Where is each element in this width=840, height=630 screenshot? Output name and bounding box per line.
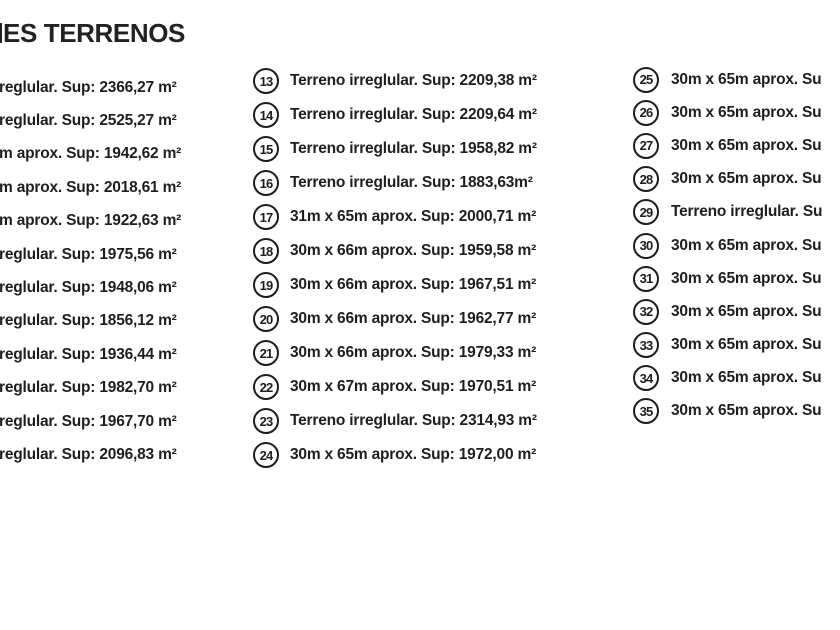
terrain-item: 28 30m x 65m aprox. Su [633,163,822,196]
terrain-item: 25 30m x 65m aprox. Su [633,63,822,96]
terrain-item-label: 30m x 66m aprox. Sup: 1959,58 m² [290,242,537,259]
terrain-item: 24 30m x 65m aprox. Sup: 1972,00 m² [253,438,537,472]
terrain-item: reglular. Sup: 1975,56 m² [0,238,181,271]
terrain-item: 17 31m x 65m aprox. Sup: 2000,71 m² [253,200,537,234]
terrain-item-label: 31m x 65m aprox. Sup: 2000,71 m² [290,208,537,225]
terrain-item: 13 Terreno irreglular. Sup: 2209,38 m² [253,64,537,98]
terrain-item-label: 30m x 65m aprox. Su [671,136,822,154]
item-number-badge: 28 [633,166,659,193]
item-number-badge: 14 [253,102,279,128]
terrain-item: 22 30m x 67m aprox. Sup: 1970,51 m² [253,370,537,404]
terrain-item-label: 30m x 67m aprox. Sup: 1970,51 m² [290,378,537,395]
item-number-badge: 18 [253,238,279,264]
terrain-item: 33 30m x 65m aprox. Su [633,329,822,362]
terrain-item-label: 30m x 65m aprox. Su [671,170,822,188]
terrain-item: 31 30m x 65m aprox. Su [633,262,822,295]
item-number-badge: 24 [253,442,279,468]
item-number-badge: 16 [253,170,279,196]
terrain-list-column-right: 25 30m x 65m aprox. Su 26 30m x 65m aprox. … [633,63,822,428]
terrain-item: m aprox. Sup: 2018,61 m² [0,171,181,204]
terrain-item-label: 30m x 65m aprox. Su [671,70,822,88]
terrain-item-label: reglular. Sup: 1975,56 m² [0,245,177,263]
terrain-item-label: m aprox. Sup: 2018,61 m² [0,178,182,196]
terrain-item: m aprox. Sup: 1942,62 m² [0,138,181,171]
terrain-item-label: reglular. Sup: 1982,70 m² [0,379,177,397]
item-number-badge: 33 [633,332,659,359]
terrain-item: 18 30m x 66m aprox. Sup: 1959,58 m² [253,234,537,268]
item-number-badge: 27 [633,132,659,159]
item-number-badge: 31 [633,265,659,292]
terrain-item: reglular. Sup: 1948,06 m² [0,271,181,304]
terrain-item-label: m aprox. Sup: 1942,62 m² [0,145,182,163]
terrain-item: 21 30m x 66m aprox. Sup: 1979,33 m² [253,336,537,370]
terrain-item: 34 30m x 65m aprox. Su [633,362,822,395]
terrain-item-label: Terreno irreglular. Sup: 2314,93 m² [290,412,537,429]
item-number-badge: 17 [253,204,279,230]
terrain-item-label: reglular. Sup: 1936,44 m² [0,345,177,363]
terrain-item: 20 30m x 66m aprox. Sup: 1962,77 m² [253,302,537,336]
terrain-item: 19 30m x 66m aprox. Sup: 1967,51 m² [253,268,537,302]
terrain-item: reglular. Sup: 2366,27 m² [0,71,181,104]
item-number-badge: 34 [633,365,659,392]
terrain-item-label: reglular. Sup: 1948,06 m² [0,279,177,297]
terrain-item-label: reglular. Sup: 2366,27 m² [0,78,177,96]
terrain-item-label: Terreno irreglular. Sup: 2209,38 m² [290,72,537,89]
terrain-item-label: 30m x 66m aprox. Sup: 1979,33 m² [290,344,537,361]
terrain-item-label: 30m x 65m aprox. Su [671,236,822,254]
terrain-item-label: 30m x 65m aprox. Su [671,336,822,354]
terrain-item: 14 Terreno irreglular. Sup: 2209,64 m² [253,98,537,132]
terrain-item: 32 30m x 65m aprox. Su [633,295,822,328]
terrain-item-label: Terreno irreglular. Su [671,203,823,221]
terrain-item: reglular. Sup: 1982,70 m² [0,372,181,405]
terrain-item: 15 Terreno irreglular. Sup: 1958,82 m² [253,132,537,166]
terrain-item-label: reglular. Sup: 2096,83 m² [0,445,177,463]
terrain-item-label: 30m x 65m aprox. Su [671,302,822,320]
terrain-item-label: 30m x 65m aprox. Su [671,369,822,387]
terrain-item: m aprox. Sup: 1922,63 m² [0,205,181,238]
terrain-item-label: Terreno irreglular. Sup: 2209,64 m² [290,106,537,123]
terrain-item: 30 30m x 65m aprox. Su [633,229,822,262]
page-title: ES TERRENOS [3,18,185,48]
item-number-badge: 29 [633,199,659,226]
item-number-badge: 25 [633,66,659,93]
terrain-item-label: 30m x 66m aprox. Sup: 1962,77 m² [290,310,537,327]
item-number-badge: 32 [633,298,659,325]
terrain-item-label: 30m x 65m aprox. Sup: 1972,00 m² [290,446,537,463]
terrain-item-label: 30m x 65m aprox. Su [671,402,822,420]
terrain-item: 27 30m x 65m aprox. Su [633,129,822,162]
terrain-list-column-left: reglular. Sup: 2366,27 m² reglular. Sup: … [0,71,181,472]
terrain-item-label: reglular. Sup: 2525,27 m² [0,112,177,130]
terrain-item-label: Terreno irreglular. Sup: 1958,82 m² [290,140,537,157]
item-number-badge: 21 [253,340,279,366]
item-number-badge: 23 [253,408,279,434]
terrain-item-label: reglular. Sup: 1967,70 m² [0,412,177,430]
terrain-item-label: Terreno irreglular. Sup: 1883,63m² [290,174,533,191]
clipped-letter-fragment [0,23,2,43]
terrain-item: 26 30m x 65m aprox. Su [633,96,822,129]
terrain-item-label: m aprox. Sup: 1922,63 m² [0,212,182,230]
item-number-badge: 15 [253,136,279,162]
item-number-badge: 20 [253,306,279,332]
terrain-item: 35 30m x 65m aprox. Su [633,395,822,428]
terrain-item: reglular. Sup: 1967,70 m² [0,405,181,438]
item-number-badge: 30 [633,232,659,259]
terrain-item: reglular. Sup: 1856,12 m² [0,305,181,338]
terrain-item-label: 30m x 65m aprox. Su [671,103,822,121]
terrain-item-label: 30m x 65m aprox. Su [671,269,822,287]
terrain-list-column-middle: 13 Terreno irreglular. Sup: 2209,38 m² 14 T… [253,64,537,472]
item-number-badge: 26 [633,99,659,126]
terrain-item: 16 Terreno irreglular. Sup: 1883,63m² [253,166,537,200]
terrain-item: reglular. Sup: 1936,44 m² [0,338,181,371]
terrain-item: reglular. Sup: 2096,83 m² [0,438,181,471]
terrain-item-label: reglular. Sup: 1856,12 m² [0,312,177,330]
terrain-item: reglular. Sup: 2525,27 m² [0,104,181,137]
item-number-badge: 19 [253,272,279,298]
terrain-item-label: 30m x 66m aprox. Sup: 1967,51 m² [290,276,537,293]
item-number-badge: 22 [253,374,279,400]
terrain-item: 29 Terreno irreglular. Su [633,196,822,229]
terrain-item: 23 Terreno irreglular. Sup: 2314,93 m² [253,404,537,438]
item-number-badge: 13 [253,68,279,94]
item-number-badge: 35 [633,398,659,425]
